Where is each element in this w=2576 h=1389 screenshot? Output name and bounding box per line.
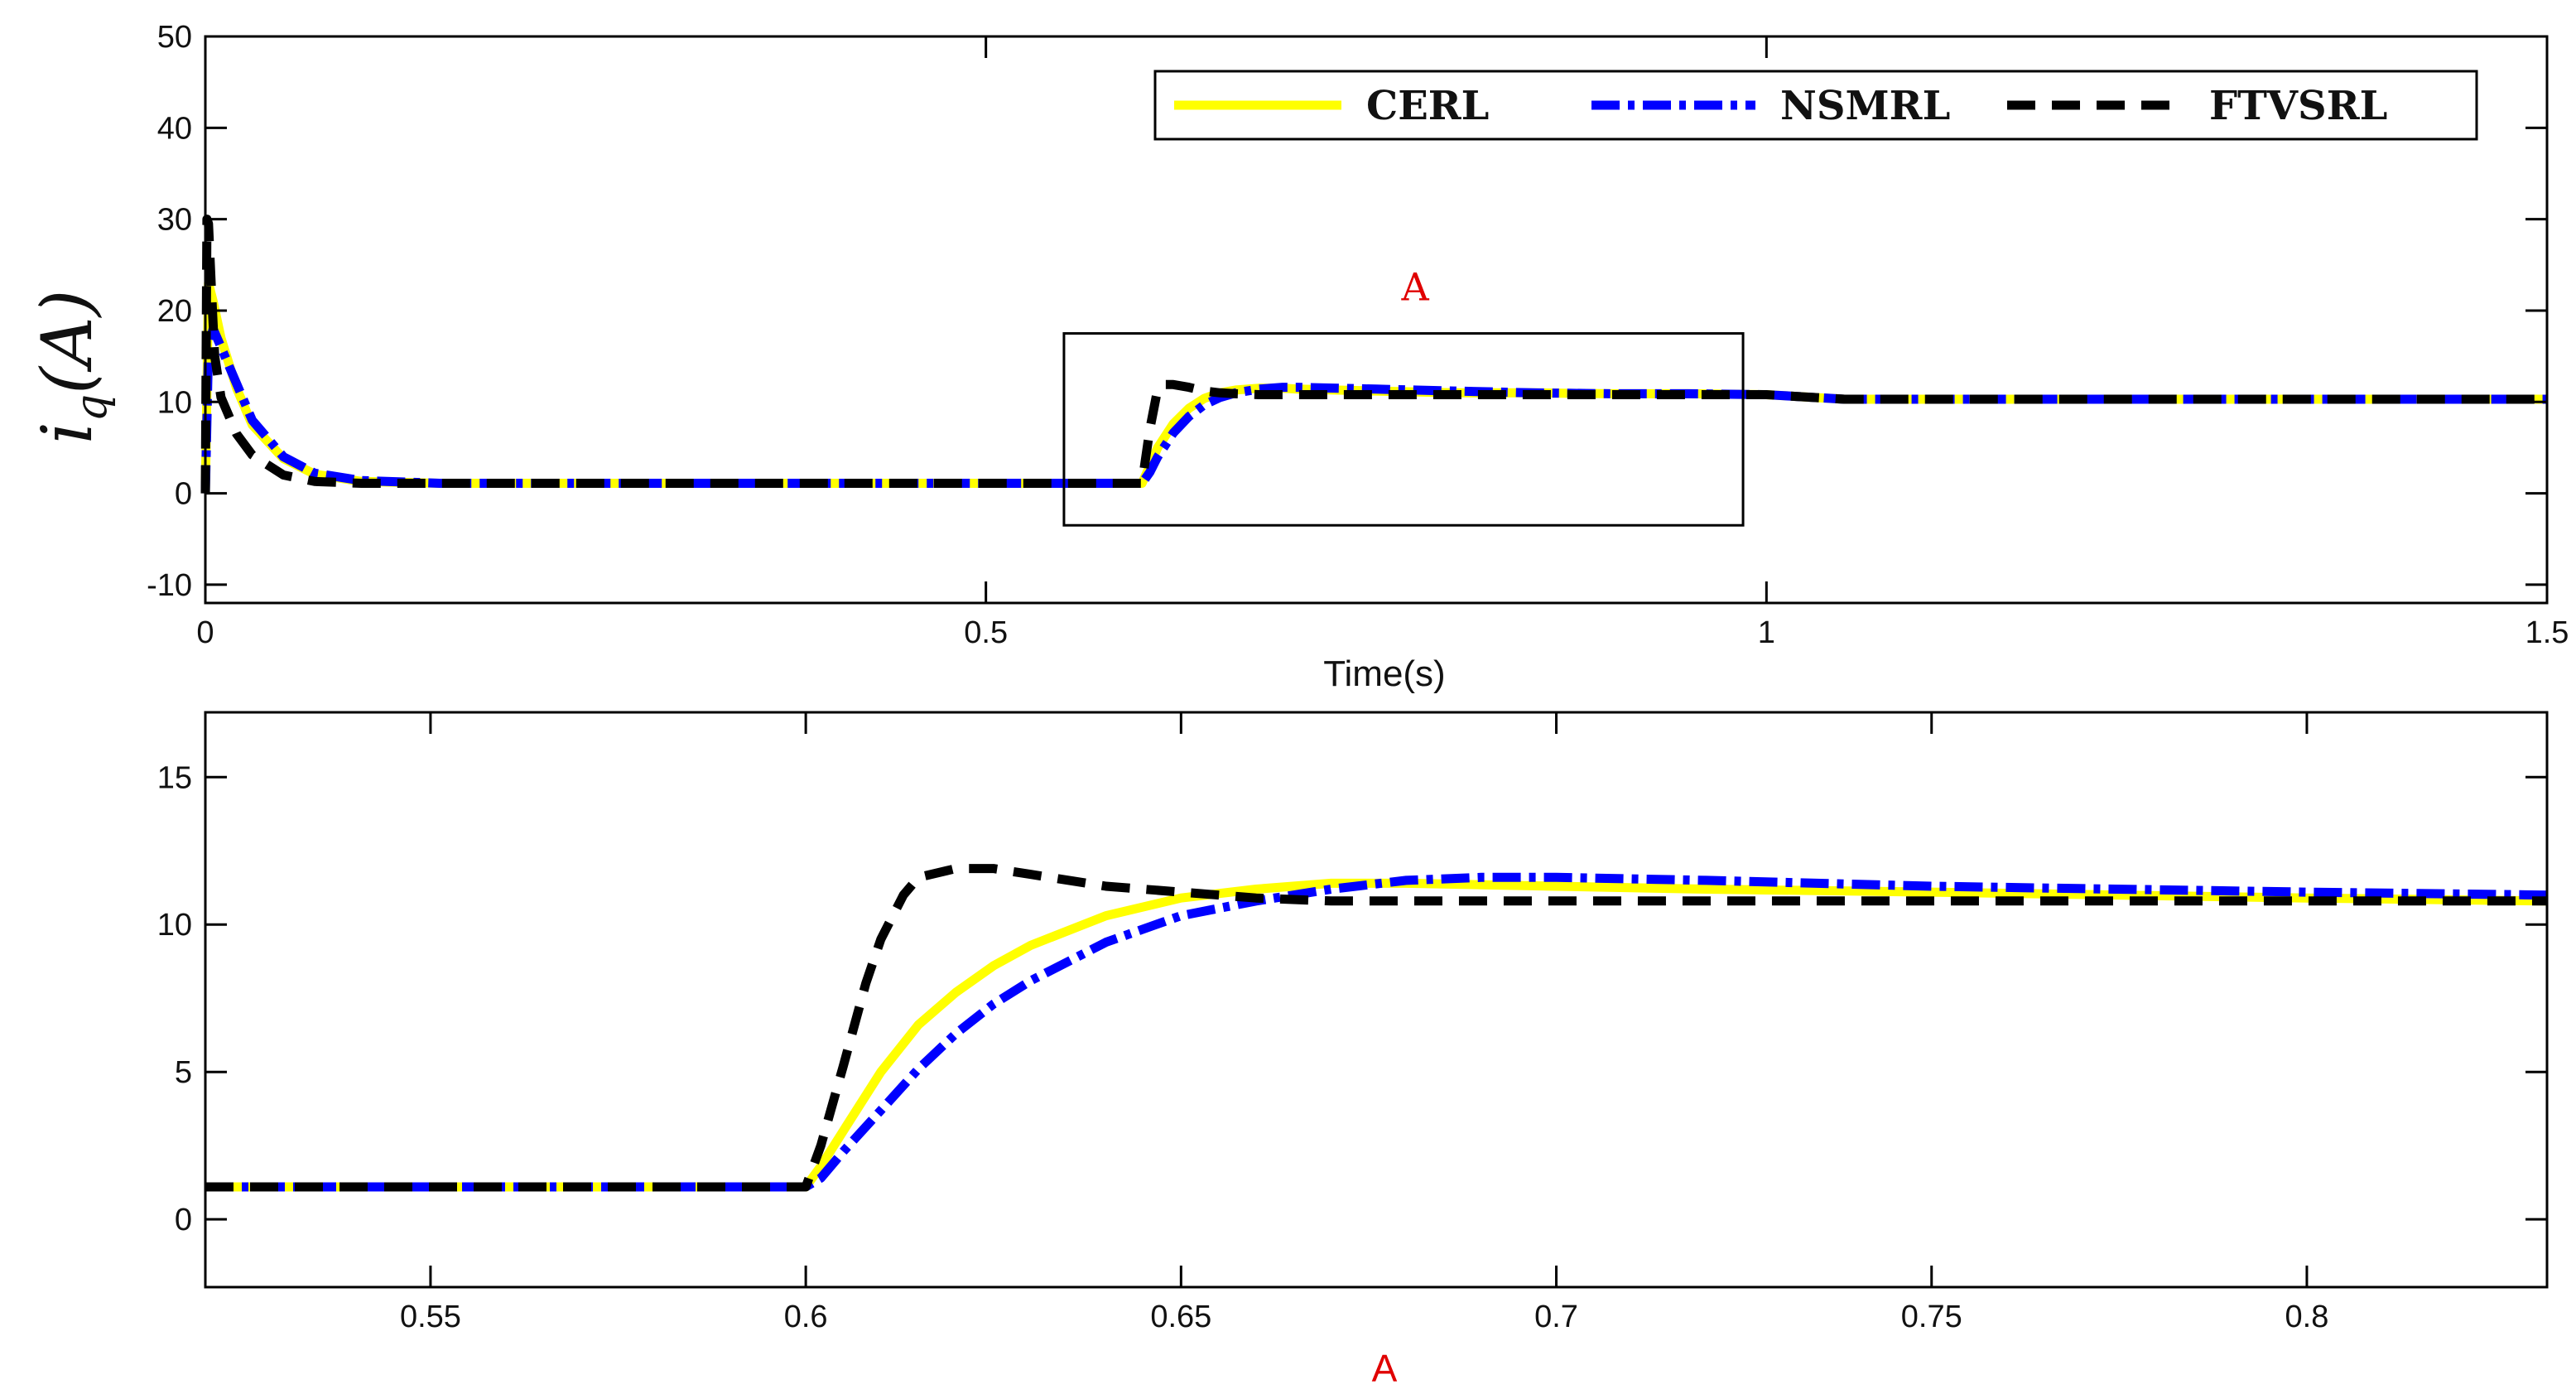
bot-series-line-nsmrl — [205, 872, 2548, 1192]
top-y-tick-label: 30 — [157, 203, 192, 238]
bot-series-line-ftvsrl — [205, 864, 2547, 1192]
top-y-tick-label: 10 — [157, 385, 192, 420]
top-x-tick-labels: 0 0.5 1 1.5 — [196, 615, 2569, 650]
top-x-tick-label: 1.5 — [2525, 615, 2569, 650]
bot-y-tick-label: 5 — [175, 1055, 192, 1090]
top-y-tick-label: -10 — [147, 568, 192, 603]
zoom-region-box — [1062, 332, 1745, 527]
bot-x-tick-label: 0.8 — [2285, 1300, 2329, 1334]
bot-x-tick-label: 0.7 — [1534, 1300, 1578, 1334]
bottom-x-tick-labels: 0.55 0.6 0.65 0.7 0.75 0.8 — [400, 1300, 2328, 1334]
legend-label-ftvsrl: FTVSRL — [2209, 83, 2387, 129]
ylabel-rest: (A) — [26, 290, 108, 394]
top-x-tick-label: 0 — [196, 615, 214, 650]
bottom-y-tick-labels: 0 5 10 15 — [157, 760, 192, 1237]
top-y-tick-label: 0 — [175, 477, 192, 512]
top-x-axis-label: Time(s) — [1323, 654, 1445, 694]
legend-label-nsmrl: NSMRL — [1780, 83, 1950, 129]
top-series-group — [200, 215, 2547, 494]
top-y-axis-label: iq(A) — [26, 290, 117, 444]
top-y-tick-label: 40 — [157, 111, 192, 146]
top-y-tick-label: 20 — [157, 294, 192, 329]
bottom-axes-frame — [204, 711, 2549, 1289]
bot-y-tick-label: 0 — [175, 1203, 192, 1237]
bottom-series-group — [205, 864, 2548, 1192]
top-y-tick-label: 50 — [157, 20, 192, 55]
bot-y-tick-label: 10 — [157, 908, 192, 943]
zoom-region-label: A — [1401, 265, 1430, 310]
legend-box — [1153, 70, 2478, 141]
legend-label-cerl: CERL — [1366, 83, 1489, 129]
ylabel-base: i — [26, 422, 108, 444]
top-y-tick-labels: -10 0 10 20 30 40 50 — [147, 20, 192, 603]
bot-x-tick-label: 0.6 — [784, 1300, 828, 1334]
bot-x-tick-label: 0.75 — [1901, 1300, 1962, 1334]
bot-x-tick-label: 0.65 — [1150, 1300, 1211, 1334]
top-series-line-ftvsrl — [200, 215, 2547, 494]
top-axes-frame — [204, 35, 2549, 605]
legend: CERL NSMRL FTVSRL — [1153, 70, 2478, 141]
ylabel-subscript: q — [67, 394, 117, 422]
top-x-tick-label: 1 — [1758, 615, 1775, 650]
bot-x-tick-label: 0.55 — [400, 1300, 461, 1334]
bottom-x-axis-label: A — [1372, 1347, 1398, 1389]
bottom-chart: 0.55 0.6 0.65 0.7 0.75 0.8 0 5 10 15 A — [157, 711, 2549, 1389]
bot-series-line-cerl — [205, 878, 2548, 1192]
top-tick-marks — [204, 35, 2549, 603]
bot-y-tick-label: 15 — [157, 760, 192, 795]
top-x-tick-label: 0.5 — [964, 615, 1008, 650]
bottom-tick-marks — [205, 712, 2547, 1287]
